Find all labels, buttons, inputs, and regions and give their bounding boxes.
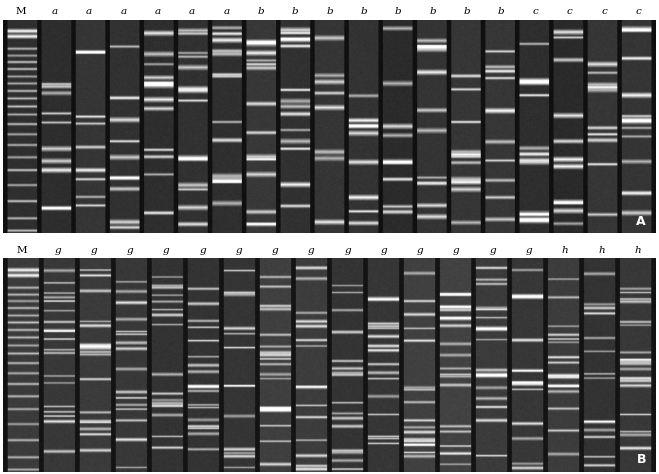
Text: g: g	[344, 246, 351, 255]
Text: c: c	[567, 8, 573, 17]
Text: b: b	[360, 8, 367, 17]
Text: g: g	[199, 246, 206, 255]
Text: g: g	[525, 246, 532, 255]
Text: b: b	[258, 8, 264, 17]
Text: M: M	[15, 8, 26, 17]
Text: h: h	[598, 246, 605, 255]
Text: g: g	[90, 246, 98, 255]
Text: g: g	[416, 246, 424, 255]
Text: a: a	[52, 8, 58, 17]
Text: g: g	[489, 246, 496, 255]
Text: a: a	[223, 8, 229, 17]
Text: b: b	[326, 8, 333, 17]
Text: a: a	[155, 8, 161, 17]
Text: g: g	[54, 246, 61, 255]
Text: b: b	[498, 8, 505, 17]
Text: b: b	[463, 8, 470, 17]
Text: c: c	[532, 8, 538, 17]
Text: b: b	[292, 8, 299, 17]
Text: a: a	[189, 8, 195, 17]
Text: h: h	[634, 246, 641, 255]
Text: b: b	[429, 8, 436, 17]
Text: c: c	[601, 8, 607, 17]
Text: g: g	[127, 246, 134, 255]
Text: a: a	[121, 8, 127, 17]
Text: A: A	[637, 215, 646, 228]
Text: g: g	[308, 246, 315, 255]
Text: g: g	[453, 246, 460, 255]
Text: b: b	[395, 8, 401, 17]
Text: g: g	[235, 246, 243, 255]
Text: g: g	[272, 246, 279, 255]
Text: B: B	[637, 453, 646, 466]
Text: g: g	[380, 246, 387, 255]
Text: h: h	[561, 246, 569, 255]
Text: c: c	[636, 8, 641, 17]
Text: a: a	[86, 8, 92, 17]
Text: g: g	[163, 246, 170, 255]
Text: M: M	[16, 246, 27, 255]
